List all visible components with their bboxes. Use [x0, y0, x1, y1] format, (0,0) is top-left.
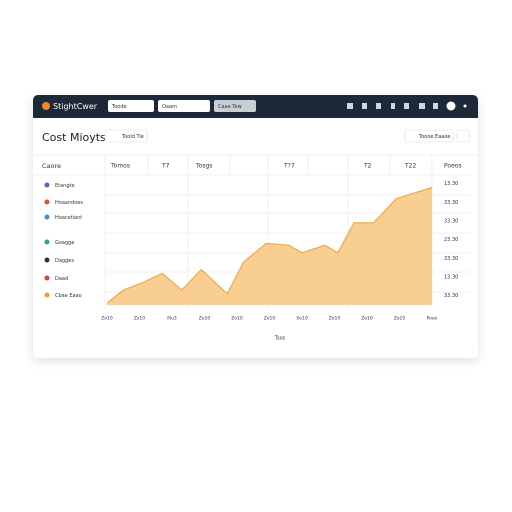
x-tick-label: Zo10 [394, 316, 406, 322]
y-tick-label: 33.30 [444, 293, 458, 299]
x-tick-label: Zo10 [329, 316, 341, 322]
logo: StightCwer [53, 102, 98, 111]
line [106, 186, 433, 304]
sidebar-icon [44, 182, 50, 188]
x-tick-label: Zo10 [199, 316, 211, 322]
field-label: Oaam [162, 104, 177, 110]
sidebar-header: Caore [42, 162, 61, 170]
column-header: Tosgs [195, 163, 212, 170]
toolbar-icons [347, 103, 438, 109]
sidebar-item: Goagge [55, 240, 74, 246]
search-field[interactable] [108, 100, 154, 112]
icon[interactable] [404, 103, 409, 109]
sidebar-item: Hoacetiant [55, 215, 82, 221]
field-label: Toode [111, 104, 127, 110]
x-tick-label: Piu3 [167, 316, 177, 322]
button[interactable] [214, 100, 256, 112]
y-tick-label: 23.30 [444, 237, 458, 243]
avatar[interactable] [446, 101, 456, 111]
x-tick-label: Zo10 [101, 316, 113, 322]
x-tick-label: Zo10 [361, 316, 373, 322]
button-label: Caae Tew [218, 104, 242, 110]
sidebar-icon [44, 292, 50, 298]
icon[interactable] [433, 103, 438, 109]
sidebar-icon [44, 275, 50, 281]
area [107, 187, 432, 305]
logo-icon [42, 102, 50, 110]
icon[interactable] [419, 103, 425, 109]
sidebar-item: Etangte [55, 183, 75, 189]
x-tick-label: Zs10 [134, 316, 145, 322]
column-header: T7 [161, 163, 170, 170]
sidebar-item: Hoaandoes [55, 200, 83, 206]
next-button[interactable] [456, 129, 470, 143]
sidebar-icon [44, 257, 50, 263]
action-button[interactable] [404, 129, 454, 143]
x-tick-label: Zo10 [231, 316, 243, 322]
filter[interactable] [104, 129, 148, 143]
y-tick-label: 13.30 [444, 275, 458, 281]
icon[interactable] [376, 103, 381, 109]
sidebar-item: Cbae Eaao [55, 293, 82, 299]
x-tick-label: Zo10 [264, 316, 276, 322]
filter-label: Toold Tie [121, 134, 144, 140]
icon[interactable] [391, 103, 395, 109]
icon[interactable] [347, 103, 353, 109]
column-header: T2 [363, 163, 372, 170]
y-tick-label: 33.30 [444, 200, 458, 206]
sidebar-item: Daad [55, 276, 68, 282]
sidebar-icon [44, 199, 50, 205]
sidebar-item: Dagges [55, 258, 74, 264]
column-header: Tomos [110, 163, 130, 170]
x-tick-label: Xo10 [296, 316, 308, 322]
column-header: Poeos [444, 163, 462, 170]
icon[interactable] [362, 103, 367, 109]
y-tick-label: 33.30 [444, 256, 458, 262]
y-tick-label: 33.30 [444, 219, 458, 225]
column-header: T22 [404, 163, 416, 170]
search-field[interactable] [158, 100, 210, 112]
page-title: Cost Mioyts [42, 131, 106, 144]
y-tick-label: 13.30 [444, 181, 458, 187]
x-axis-label: Tsos [274, 336, 286, 342]
menu[interactable] [463, 104, 467, 108]
action-label: Toooe Eaaoe [418, 134, 450, 140]
x-tick-label: Poeo [427, 316, 438, 322]
sidebar-icon [44, 214, 50, 220]
column-header: T?7 [283, 163, 295, 170]
sidebar-icon [44, 239, 50, 245]
